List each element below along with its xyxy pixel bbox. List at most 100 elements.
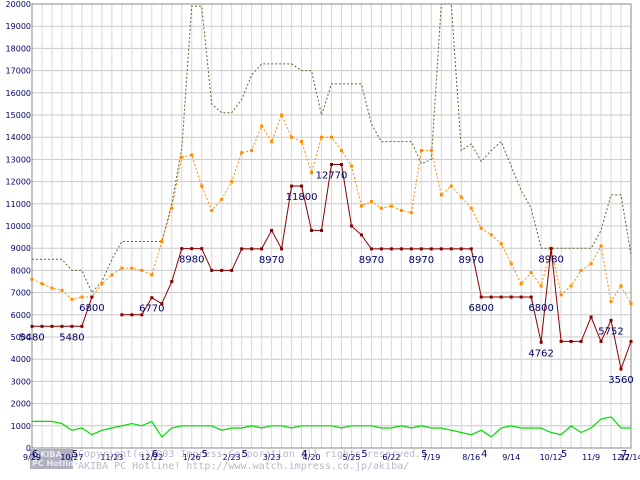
series-2-point — [449, 247, 453, 251]
x-tick-label: 3/23 — [263, 453, 281, 462]
series-2-point — [180, 247, 184, 251]
series-2-point — [150, 296, 154, 300]
series-1-point — [100, 282, 104, 286]
series-2-point — [469, 247, 473, 251]
series-2-point — [599, 339, 603, 343]
series-2-point — [190, 247, 194, 251]
series-2-point — [429, 247, 433, 251]
y-tick-label: 16000 — [6, 89, 31, 98]
series-1-point — [270, 140, 274, 144]
series-2-point — [339, 163, 343, 167]
series-1-point — [519, 282, 523, 286]
data-label: 8970 — [359, 255, 384, 266]
series-1-point — [529, 271, 533, 275]
data-label: 4762 — [528, 348, 553, 359]
series-2-point — [220, 268, 224, 272]
series-2-point — [330, 163, 333, 167]
series-1-point — [539, 284, 543, 288]
series-2-point — [359, 233, 363, 237]
series-1-point — [300, 140, 304, 144]
count-label: 7 — [621, 449, 627, 460]
watermark: AKIBA PC Hotline Copyright(c)2003 Impres… — [30, 449, 421, 472]
series-1-point — [399, 208, 403, 212]
series-2-point — [250, 247, 254, 251]
series-2-point — [589, 315, 593, 319]
count-label: 5 — [202, 449, 208, 460]
series-1-point — [409, 211, 413, 215]
series-1-point — [349, 164, 353, 168]
series-1-point — [210, 208, 214, 212]
series-1-point — [180, 155, 184, 159]
series-1-point — [619, 284, 623, 288]
series-2-point — [579, 339, 583, 343]
y-tick-label: 9000 — [11, 244, 31, 253]
series-1-point — [170, 206, 174, 210]
series-1-point — [60, 288, 64, 292]
data-label: 5480 — [19, 332, 44, 343]
series-2-point — [389, 247, 393, 251]
series-2-point — [60, 324, 64, 328]
series-1-point — [190, 153, 194, 157]
series-2-point — [300, 184, 304, 188]
series-1-point — [30, 277, 34, 281]
series-1-point — [230, 180, 234, 184]
series-1-point — [609, 299, 613, 303]
series-2-point — [80, 324, 84, 328]
y-tick-label: 3000 — [11, 377, 31, 386]
series-1-point — [579, 268, 583, 272]
y-tick-label: 11000 — [6, 200, 31, 209]
series-1-point — [339, 149, 343, 153]
series-2-point — [40, 324, 44, 328]
series-1-point — [240, 151, 244, 155]
y-tick-label: 5000 — [11, 333, 31, 342]
series-1-point — [70, 297, 74, 301]
series-2-point — [419, 247, 423, 251]
count-label: 5 — [72, 449, 78, 460]
x-tick-label: 12/7 — [612, 453, 630, 462]
series-1-point — [449, 184, 453, 188]
series-1-point — [260, 124, 264, 128]
series-2-point — [539, 340, 543, 344]
series-2-point — [260, 247, 264, 251]
series-3-line — [32, 416, 631, 438]
series-1-point — [629, 302, 633, 306]
x-tick-label: 7/19 — [422, 453, 440, 462]
count-label: 4 — [301, 449, 307, 460]
series-2-point — [619, 367, 623, 371]
series-2-point — [369, 247, 373, 251]
x-tick-label: 9/29 — [23, 453, 41, 462]
count-label: 5 — [561, 449, 567, 460]
series-2-point — [290, 184, 294, 188]
x-tick-label: 12/14 — [619, 453, 640, 462]
x-tick-label: 10/12 — [540, 453, 563, 462]
series-2-point — [439, 247, 443, 251]
series-2-point — [200, 247, 204, 251]
series-1-point — [389, 204, 393, 208]
series-1-point — [439, 193, 443, 197]
data-label: 6800 — [79, 303, 104, 314]
x-tick-label: 6/22 — [382, 453, 400, 462]
x-tick-label: 5/25 — [342, 453, 360, 462]
watermark-logo-top: AKIBA — [34, 450, 62, 459]
data-label: 6800 — [528, 303, 553, 314]
series-1-point — [369, 200, 373, 204]
series-2-point — [569, 339, 573, 343]
y-tick-label: 17000 — [6, 67, 31, 76]
count-label: 4 — [481, 449, 487, 460]
y-tick-label: 10000 — [6, 222, 31, 231]
x-tick-label: 4/20 — [303, 453, 321, 462]
annotations: 5480 6800 5480 6770 8980 8970 11800 12770 8970 89… — [19, 171, 633, 460]
y-tick-label: 8000 — [11, 266, 31, 275]
series-2-point — [270, 228, 274, 232]
series-2-point — [509, 295, 513, 299]
watermark-logo-bottom: PC Hotline — [32, 459, 80, 468]
series-1-point — [599, 244, 603, 248]
series-1-point — [40, 282, 44, 286]
x-tick-label: 10/27 — [60, 453, 83, 462]
plot-frame — [31, 3, 632, 449]
series-1-point — [120, 266, 124, 270]
series-1-point — [379, 206, 383, 210]
data-label: 3560 — [608, 375, 633, 386]
series-2-point — [120, 313, 124, 317]
